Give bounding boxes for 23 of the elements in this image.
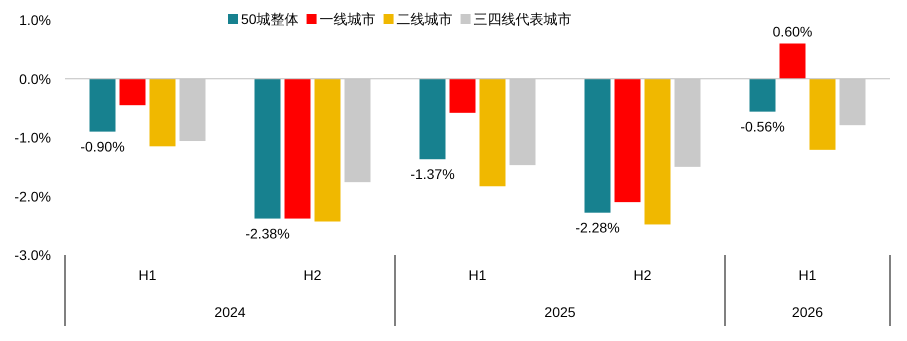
y-tick-label: -2.0% — [14, 188, 51, 204]
legend-label: 一线城市 — [320, 11, 376, 27]
data-label: -2.38% — [245, 226, 290, 242]
x-tick-label: H1 — [138, 267, 157, 283]
x-tick-label: H1 — [798, 267, 817, 283]
data-label: 0.60% — [772, 24, 812, 40]
y-tick-label: 0.0% — [19, 70, 51, 87]
x-tick-label: H1 — [468, 267, 487, 283]
text: 2025 — [544, 304, 576, 320]
y-tick-label: 1.0% — [19, 12, 51, 28]
data-label: -0.56% — [740, 118, 785, 135]
text: 2024 — [214, 304, 246, 320]
legend-label: 三四线代表城市 — [474, 11, 572, 27]
x-tick-label: H2 — [634, 267, 652, 283]
data-label: -2.28% — [575, 220, 620, 236]
legend-label: 50城整体 — [241, 11, 299, 27]
legend-label: 二线城市 — [396, 11, 453, 27]
x-tick-label: H2 — [304, 267, 322, 283]
data-label: -1.37% — [410, 166, 455, 182]
data-label: -0.90% — [80, 138, 125, 155]
y-tick-label: -3.0% — [14, 247, 51, 263]
y-tick-label: -1.0% — [14, 130, 51, 146]
text: 2026 — [792, 304, 824, 320]
